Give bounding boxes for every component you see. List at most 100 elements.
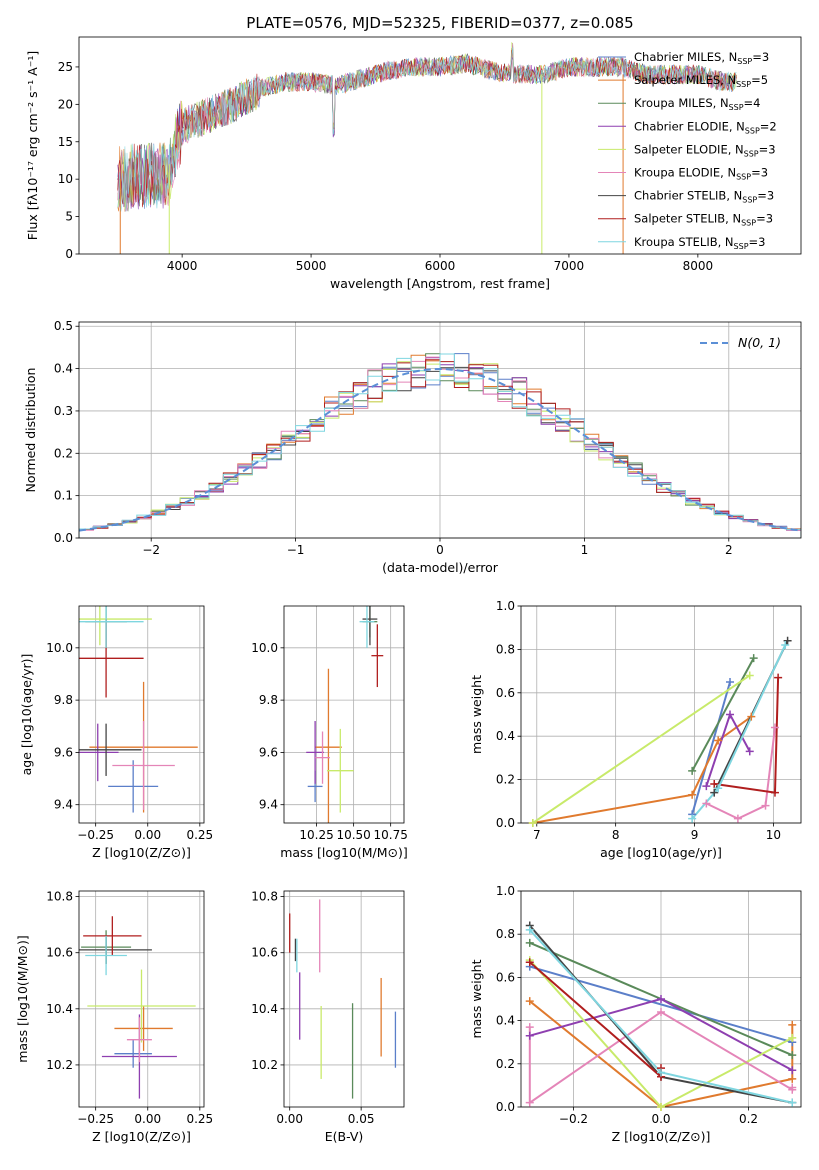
y-axis-label: mass weight bbox=[469, 959, 484, 1038]
weight-marker bbox=[788, 1083, 797, 1092]
y-tick-label: 10.4 bbox=[251, 1002, 278, 1016]
weight-series-1 bbox=[532, 715, 752, 823]
x-tick-label: 0 bbox=[436, 543, 444, 557]
residual_hist-panel bbox=[75, 321, 802, 542]
y-tick-label: 1.0 bbox=[496, 884, 515, 898]
weight-marker bbox=[714, 784, 723, 793]
legend-label: Chabrier ELODIE, NSSP=2 bbox=[634, 119, 777, 135]
y-tick-label: 9.4 bbox=[54, 798, 73, 812]
legend-label: Chabrier STELIB, NSSP=3 bbox=[634, 189, 774, 205]
spectrum-series-8 bbox=[117, 47, 737, 212]
weight-marker bbox=[770, 723, 779, 732]
y-axis-label: Normed distribution bbox=[23, 368, 38, 493]
weight-marker bbox=[745, 671, 754, 680]
mass_vs_ebv-panel bbox=[280, 890, 405, 1111]
x-tick-label: 0.05 bbox=[348, 1112, 375, 1126]
weight-marker bbox=[688, 814, 697, 823]
x-axis-label: (data-model)/error bbox=[382, 560, 499, 575]
weight-marker bbox=[761, 801, 770, 810]
histogram-series-8 bbox=[79, 353, 801, 538]
y-axis-label: mass weight bbox=[469, 675, 484, 754]
axes-frame bbox=[520, 605, 802, 824]
weight-marker bbox=[747, 712, 756, 721]
weight-marker bbox=[788, 1051, 797, 1060]
x-tick-label: −0.25 bbox=[77, 828, 114, 842]
x-tick-label: −1 bbox=[287, 543, 305, 557]
weight-marker bbox=[770, 788, 779, 797]
weight-marker bbox=[525, 1023, 534, 1032]
weight-marker bbox=[749, 654, 758, 663]
y-tick-label: 15 bbox=[58, 135, 73, 149]
mass_vs_Z-plot-area bbox=[79, 916, 196, 1099]
axes-frame bbox=[78, 605, 205, 824]
weight-marker bbox=[657, 1007, 665, 1016]
x-axis-label: Z [log10(Z/Z⊙)] bbox=[92, 845, 191, 860]
legend-label: Kroupa ELODIE, NSSP=3 bbox=[634, 166, 768, 182]
axes-frame bbox=[283, 890, 405, 1108]
weight-series-7 bbox=[529, 961, 662, 1080]
weight-marker bbox=[726, 710, 735, 719]
y-tick-label: 10.0 bbox=[46, 641, 73, 655]
legend-label: Salpeter MILES, NSSP=5 bbox=[634, 73, 768, 89]
x-tick-label: 4000 bbox=[167, 259, 198, 273]
legend-label: N(0, 1) bbox=[738, 335, 781, 350]
weight-marker bbox=[783, 636, 792, 645]
legend-label: Salpeter STELIB, NSSP=3 bbox=[634, 212, 773, 228]
x-tick-label: 10.75 bbox=[373, 828, 407, 842]
y-tick-label: 0.4 bbox=[496, 1014, 515, 1028]
weight-series-2 bbox=[691, 657, 755, 772]
weight-series-4 bbox=[529, 959, 793, 1107]
x-tick-label: 10 bbox=[766, 828, 781, 842]
y-tick-label: 0.0 bbox=[496, 1100, 515, 1114]
y-tick-label: 10.6 bbox=[251, 946, 278, 960]
weight-marker bbox=[525, 925, 534, 934]
weight-marker bbox=[525, 938, 534, 947]
y-tick-label: 0.6 bbox=[496, 970, 515, 984]
y-tick-label: 9.8 bbox=[54, 693, 73, 707]
weight-marker bbox=[525, 1031, 534, 1040]
weight-marker bbox=[781, 641, 790, 650]
age_vs_mass-panel bbox=[280, 605, 405, 827]
x-tick-label: 0.00 bbox=[134, 828, 161, 842]
legend-label: Kroupa STELIB, NSSP=3 bbox=[634, 235, 765, 251]
y-tick-label: 0.1 bbox=[54, 489, 73, 503]
y-tick-label: 0.2 bbox=[496, 773, 515, 787]
spectrum-plot-area bbox=[117, 42, 737, 254]
weight-marker bbox=[657, 1068, 665, 1077]
axes-frame bbox=[78, 890, 205, 1108]
y-tick-label: 5 bbox=[65, 210, 73, 224]
x-tick-label: 7000 bbox=[554, 259, 585, 273]
y-tick-label: 0.4 bbox=[496, 729, 515, 743]
x-tick-label: 9 bbox=[691, 828, 699, 842]
y-tick-label: 9.6 bbox=[259, 745, 278, 759]
weight-marker bbox=[788, 1066, 797, 1075]
weight-series-4 bbox=[532, 674, 751, 823]
x-axis-label: age [log10(age/yr)] bbox=[600, 845, 722, 860]
y-tick-label: 10.4 bbox=[46, 1002, 73, 1016]
y-tick-label: 10 bbox=[58, 172, 73, 186]
spectrum-panel bbox=[75, 36, 802, 258]
x-tick-label: 1 bbox=[581, 543, 589, 557]
y-tick-label: 0.4 bbox=[54, 362, 73, 376]
weight-marker bbox=[528, 819, 537, 827]
weight-marker bbox=[788, 1033, 797, 1042]
spectrum-series-7 bbox=[117, 48, 737, 208]
y-tick-label: 0.3 bbox=[54, 404, 73, 418]
y-tick-label: 25 bbox=[58, 60, 73, 74]
y-tick-label: 0 bbox=[65, 247, 73, 261]
weight-marker bbox=[525, 958, 534, 967]
x-tick-label: −2 bbox=[142, 543, 160, 557]
y-axis-label: mass [log10(M/M⊙)] bbox=[15, 935, 30, 1063]
y-tick-label: 0.5 bbox=[54, 319, 73, 333]
y-tick-label: 0.0 bbox=[496, 816, 515, 830]
x-tick-label: 2 bbox=[725, 543, 733, 557]
x-tick-label: 10.25 bbox=[299, 828, 333, 842]
x-axis-label: Z [log10(Z/Z⊙)] bbox=[612, 1129, 711, 1144]
x-tick-label: 6000 bbox=[425, 259, 456, 273]
legend-label: Salpeter ELODIE, NSSP=3 bbox=[634, 142, 776, 158]
weight-series-0 bbox=[691, 681, 731, 815]
y-tick-label: 0.8 bbox=[496, 927, 515, 941]
weight-marker bbox=[702, 782, 711, 791]
figure-title: PLATE=0576, MJD=52325, FIBERID=0377, z=0… bbox=[246, 14, 633, 32]
